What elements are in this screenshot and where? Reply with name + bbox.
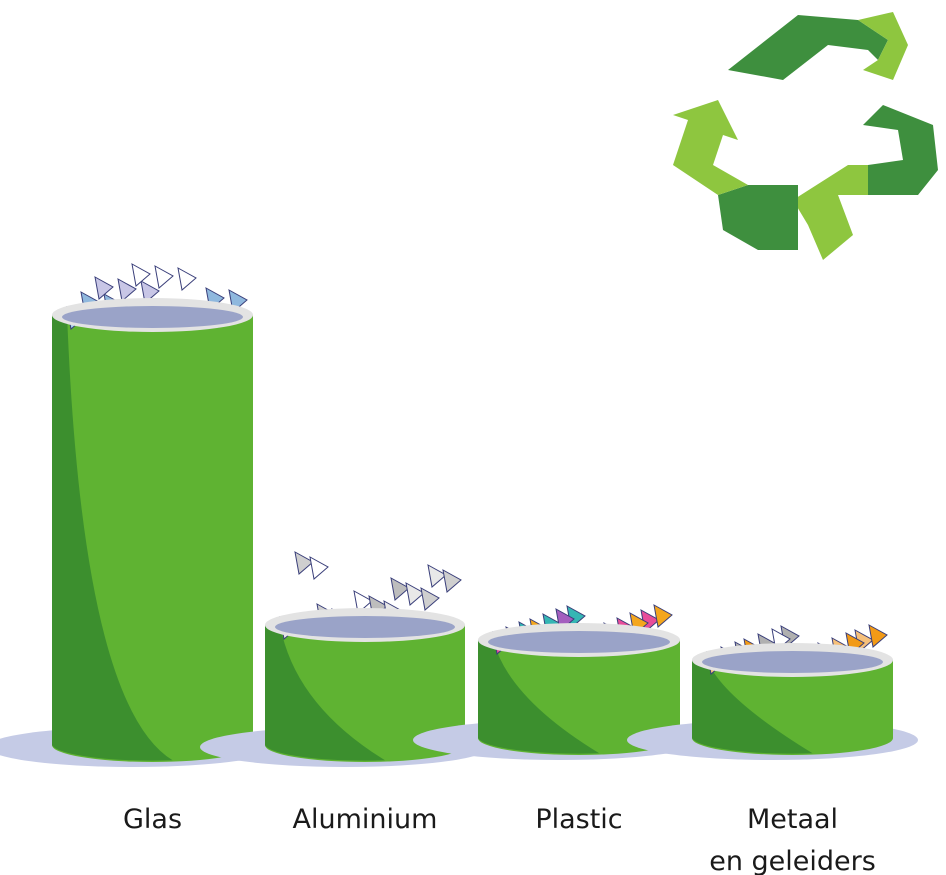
recycle-icon [673, 12, 938, 260]
debris [131, 263, 151, 287]
shade [52, 315, 173, 761]
shade [265, 625, 385, 761]
inside [702, 651, 883, 673]
inside [275, 616, 455, 638]
category-label: Aluminium [293, 804, 438, 835]
debris [653, 604, 673, 628]
category-label: Glas [123, 804, 182, 835]
debris [94, 276, 114, 300]
recycle-arrow [793, 105, 938, 260]
debris [140, 280, 160, 304]
labels: Glas Aluminium Plastic Metaal en geleiders [123, 804, 876, 875]
debris [117, 278, 137, 302]
inside [62, 306, 243, 328]
debris [177, 267, 197, 291]
cylinder [413, 604, 705, 760]
cylinder [0, 263, 278, 767]
cylinder [200, 551, 490, 767]
category-label: en geleiders [709, 846, 876, 875]
debris [154, 265, 174, 289]
debris [868, 624, 888, 648]
debris [309, 556, 329, 580]
recycle-arrow [673, 100, 798, 250]
recycle-arrow [728, 12, 908, 80]
shade [692, 660, 813, 754]
debris [427, 564, 447, 588]
cylinders [0, 263, 918, 767]
category-label: Plastic [535, 804, 622, 835]
category-label: Metaal [747, 804, 838, 835]
shade [478, 640, 600, 754]
debris [294, 551, 314, 575]
debris [390, 577, 410, 601]
debris [420, 587, 440, 611]
debris [405, 582, 425, 606]
inside [488, 631, 670, 653]
debris [442, 569, 462, 593]
cylinder [627, 624, 918, 760]
debris [353, 590, 373, 614]
